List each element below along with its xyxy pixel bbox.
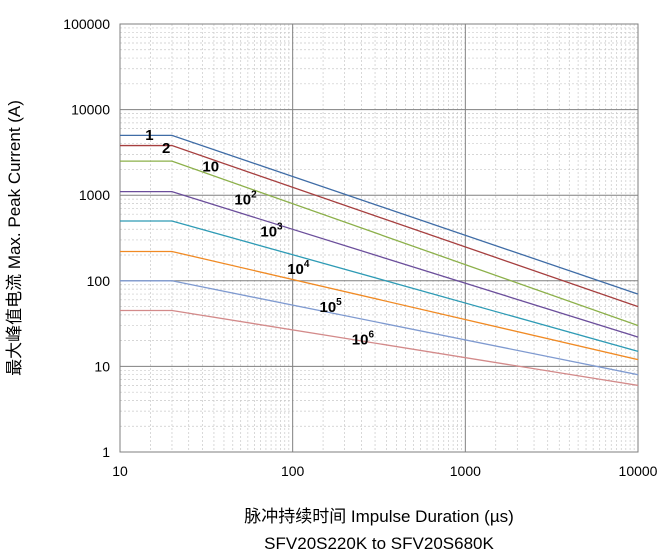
y-tick-label: 1	[102, 444, 110, 460]
y-axis-label: 最大峰值电流 Max. Peak Current (A)	[5, 100, 24, 376]
series-line	[120, 191, 639, 338]
x-tick-label: 1000	[450, 463, 481, 479]
series-line	[120, 220, 639, 352]
x-tick-labels: 10 100 1000 10000	[112, 463, 657, 479]
series-line	[120, 309, 639, 387]
curve-label: 104	[287, 259, 310, 278]
curve-label: 105	[319, 297, 342, 316]
y-tick-label: 1000	[79, 187, 110, 203]
series-line	[120, 144, 639, 308]
series-line	[120, 280, 639, 376]
chart-subtitle: SFV20S220K to SFV20S680K	[264, 534, 494, 553]
x-tick-label: 10	[112, 463, 128, 479]
series-lines	[120, 134, 639, 387]
series-line	[120, 160, 639, 327]
y-tick-label: 10	[94, 358, 110, 374]
major-gridlines	[119, 23, 639, 453]
series-line	[120, 250, 639, 361]
plot-area-frame	[119, 23, 639, 453]
x-tick-label: 100	[281, 463, 305, 479]
y-tick-label: 10000	[71, 102, 110, 118]
y-tick-label: 100000	[63, 16, 110, 32]
y-tick-label: 100	[87, 273, 111, 289]
x-tick-label: 10000	[619, 463, 658, 479]
x-axis-label: 脉冲持续时间 Impulse Duration (µs)	[244, 507, 514, 526]
series-line	[120, 134, 639, 295]
curve-label: 10	[202, 158, 219, 175]
curve-label: 2	[162, 140, 170, 157]
curve-label: 103	[260, 221, 283, 240]
y-tick-labels: 1 10 100 1000 10000 100000	[63, 16, 110, 460]
curve-label: 102	[234, 189, 257, 208]
curve-label: 1	[145, 127, 153, 144]
curve-label: 106	[352, 330, 375, 349]
minor-gridlines	[120, 24, 638, 452]
